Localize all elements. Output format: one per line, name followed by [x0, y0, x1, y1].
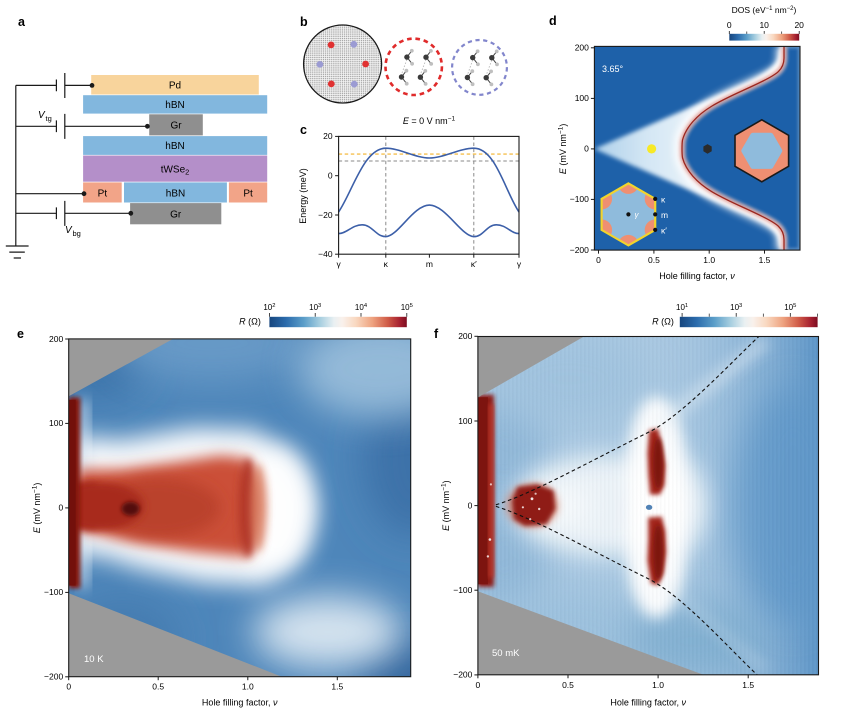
svg-text:10 K: 10 K — [84, 654, 104, 665]
svg-text:200: 200 — [458, 331, 472, 341]
svg-text:0.5: 0.5 — [152, 682, 164, 692]
svg-text:κ: κ — [384, 259, 389, 269]
svg-text:Hole filling factor, ν: Hole filling factor, ν — [610, 698, 686, 708]
svg-text:0: 0 — [328, 171, 333, 181]
svg-text:E = 0 V nm−1: E = 0 V nm−1 — [403, 116, 456, 127]
svg-text:1.5: 1.5 — [742, 680, 754, 690]
svg-text:Pt: Pt — [243, 188, 253, 199]
svg-text:103: 103 — [309, 303, 321, 312]
svg-text:50 mK: 50 mK — [492, 648, 520, 659]
svg-text:−100: −100 — [44, 587, 63, 597]
svg-text:E (mV nm−1): E (mV nm−1) — [441, 480, 452, 530]
svg-text:20: 20 — [794, 20, 804, 30]
svg-text:R (Ω): R (Ω) — [652, 317, 674, 327]
svg-text:κ′: κ′ — [661, 226, 667, 236]
svg-text:105: 105 — [401, 303, 413, 312]
svg-text:105: 105 — [784, 303, 796, 312]
svg-text:1.0: 1.0 — [703, 255, 715, 265]
svg-text:102: 102 — [263, 303, 275, 312]
svg-text:−100: −100 — [453, 585, 472, 595]
svg-text:3.65°: 3.65° — [602, 64, 624, 74]
svg-text:d: d — [549, 14, 557, 28]
svg-text:100: 100 — [49, 418, 63, 428]
svg-text:Pt: Pt — [98, 188, 108, 199]
svg-text:b: b — [300, 15, 308, 29]
svg-text:tWSe2: tWSe2 — [161, 165, 190, 177]
svg-text:c: c — [300, 123, 307, 137]
svg-text:R (Ω): R (Ω) — [239, 317, 261, 327]
svg-text:20: 20 — [323, 131, 333, 141]
svg-text:Pd: Pd — [169, 81, 181, 92]
svg-text:m: m — [661, 210, 668, 220]
svg-text:hBN: hBN — [165, 141, 184, 152]
svg-text:e: e — [17, 327, 24, 341]
svg-text:γ: γ — [517, 259, 522, 269]
svg-text:E (mV nm−1): E (mV nm−1) — [558, 124, 569, 174]
svg-text:0: 0 — [468, 500, 473, 510]
svg-text:−20: −20 — [318, 210, 333, 220]
svg-text:Gr: Gr — [170, 209, 182, 220]
svg-text:0: 0 — [596, 255, 601, 265]
svg-text:−200: −200 — [44, 672, 63, 682]
svg-text:0: 0 — [476, 680, 481, 690]
svg-text:1.0: 1.0 — [242, 682, 254, 692]
svg-text:γ: γ — [336, 259, 341, 269]
svg-text:0.5: 0.5 — [648, 255, 660, 265]
svg-text:hBN: hBN — [166, 188, 185, 199]
svg-text:κ′: κ′ — [471, 259, 477, 269]
svg-text:κ: κ — [661, 195, 666, 205]
svg-text:104: 104 — [355, 303, 368, 312]
svg-text:0.5: 0.5 — [562, 680, 574, 690]
svg-text:103: 103 — [730, 303, 742, 312]
svg-text:Hole filling factor, ν: Hole filling factor, ν — [202, 698, 278, 708]
svg-text:−100: −100 — [570, 194, 589, 204]
svg-text:1.5: 1.5 — [759, 255, 771, 265]
svg-text:Gr: Gr — [170, 120, 182, 131]
svg-text:a: a — [18, 15, 26, 29]
svg-text:1.5: 1.5 — [331, 682, 343, 692]
svg-text:−200: −200 — [570, 245, 589, 255]
svg-text:E (mV nm−1): E (mV nm−1) — [32, 483, 43, 533]
svg-text:DOS (eV−1 nm−2): DOS (eV−1 nm−2) — [732, 5, 797, 15]
svg-text:0: 0 — [66, 682, 71, 692]
svg-text:f: f — [434, 327, 439, 341]
svg-text:bg: bg — [73, 229, 81, 238]
svg-text:200: 200 — [49, 334, 63, 344]
svg-text:V: V — [65, 225, 73, 236]
svg-text:100: 100 — [458, 416, 472, 426]
svg-text:1.0: 1.0 — [652, 680, 664, 690]
svg-text:−40: −40 — [318, 249, 333, 259]
svg-text:V: V — [38, 110, 46, 121]
svg-text:0: 0 — [58, 503, 63, 513]
svg-text:200: 200 — [575, 43, 589, 53]
svg-text:101: 101 — [676, 303, 688, 312]
svg-text:−200: −200 — [453, 670, 472, 680]
svg-text:hBN: hBN — [165, 100, 184, 111]
svg-text:m: m — [426, 259, 433, 269]
svg-text:0: 0 — [727, 20, 732, 30]
svg-text:γ: γ — [635, 211, 640, 220]
svg-text:Energy (meV): Energy (meV) — [298, 168, 308, 224]
svg-text:100: 100 — [575, 93, 589, 103]
svg-text:10: 10 — [759, 20, 769, 30]
svg-text:0: 0 — [584, 144, 589, 154]
svg-text:Hole filling factor, ν: Hole filling factor, ν — [659, 271, 735, 281]
svg-text:tg: tg — [46, 114, 52, 123]
